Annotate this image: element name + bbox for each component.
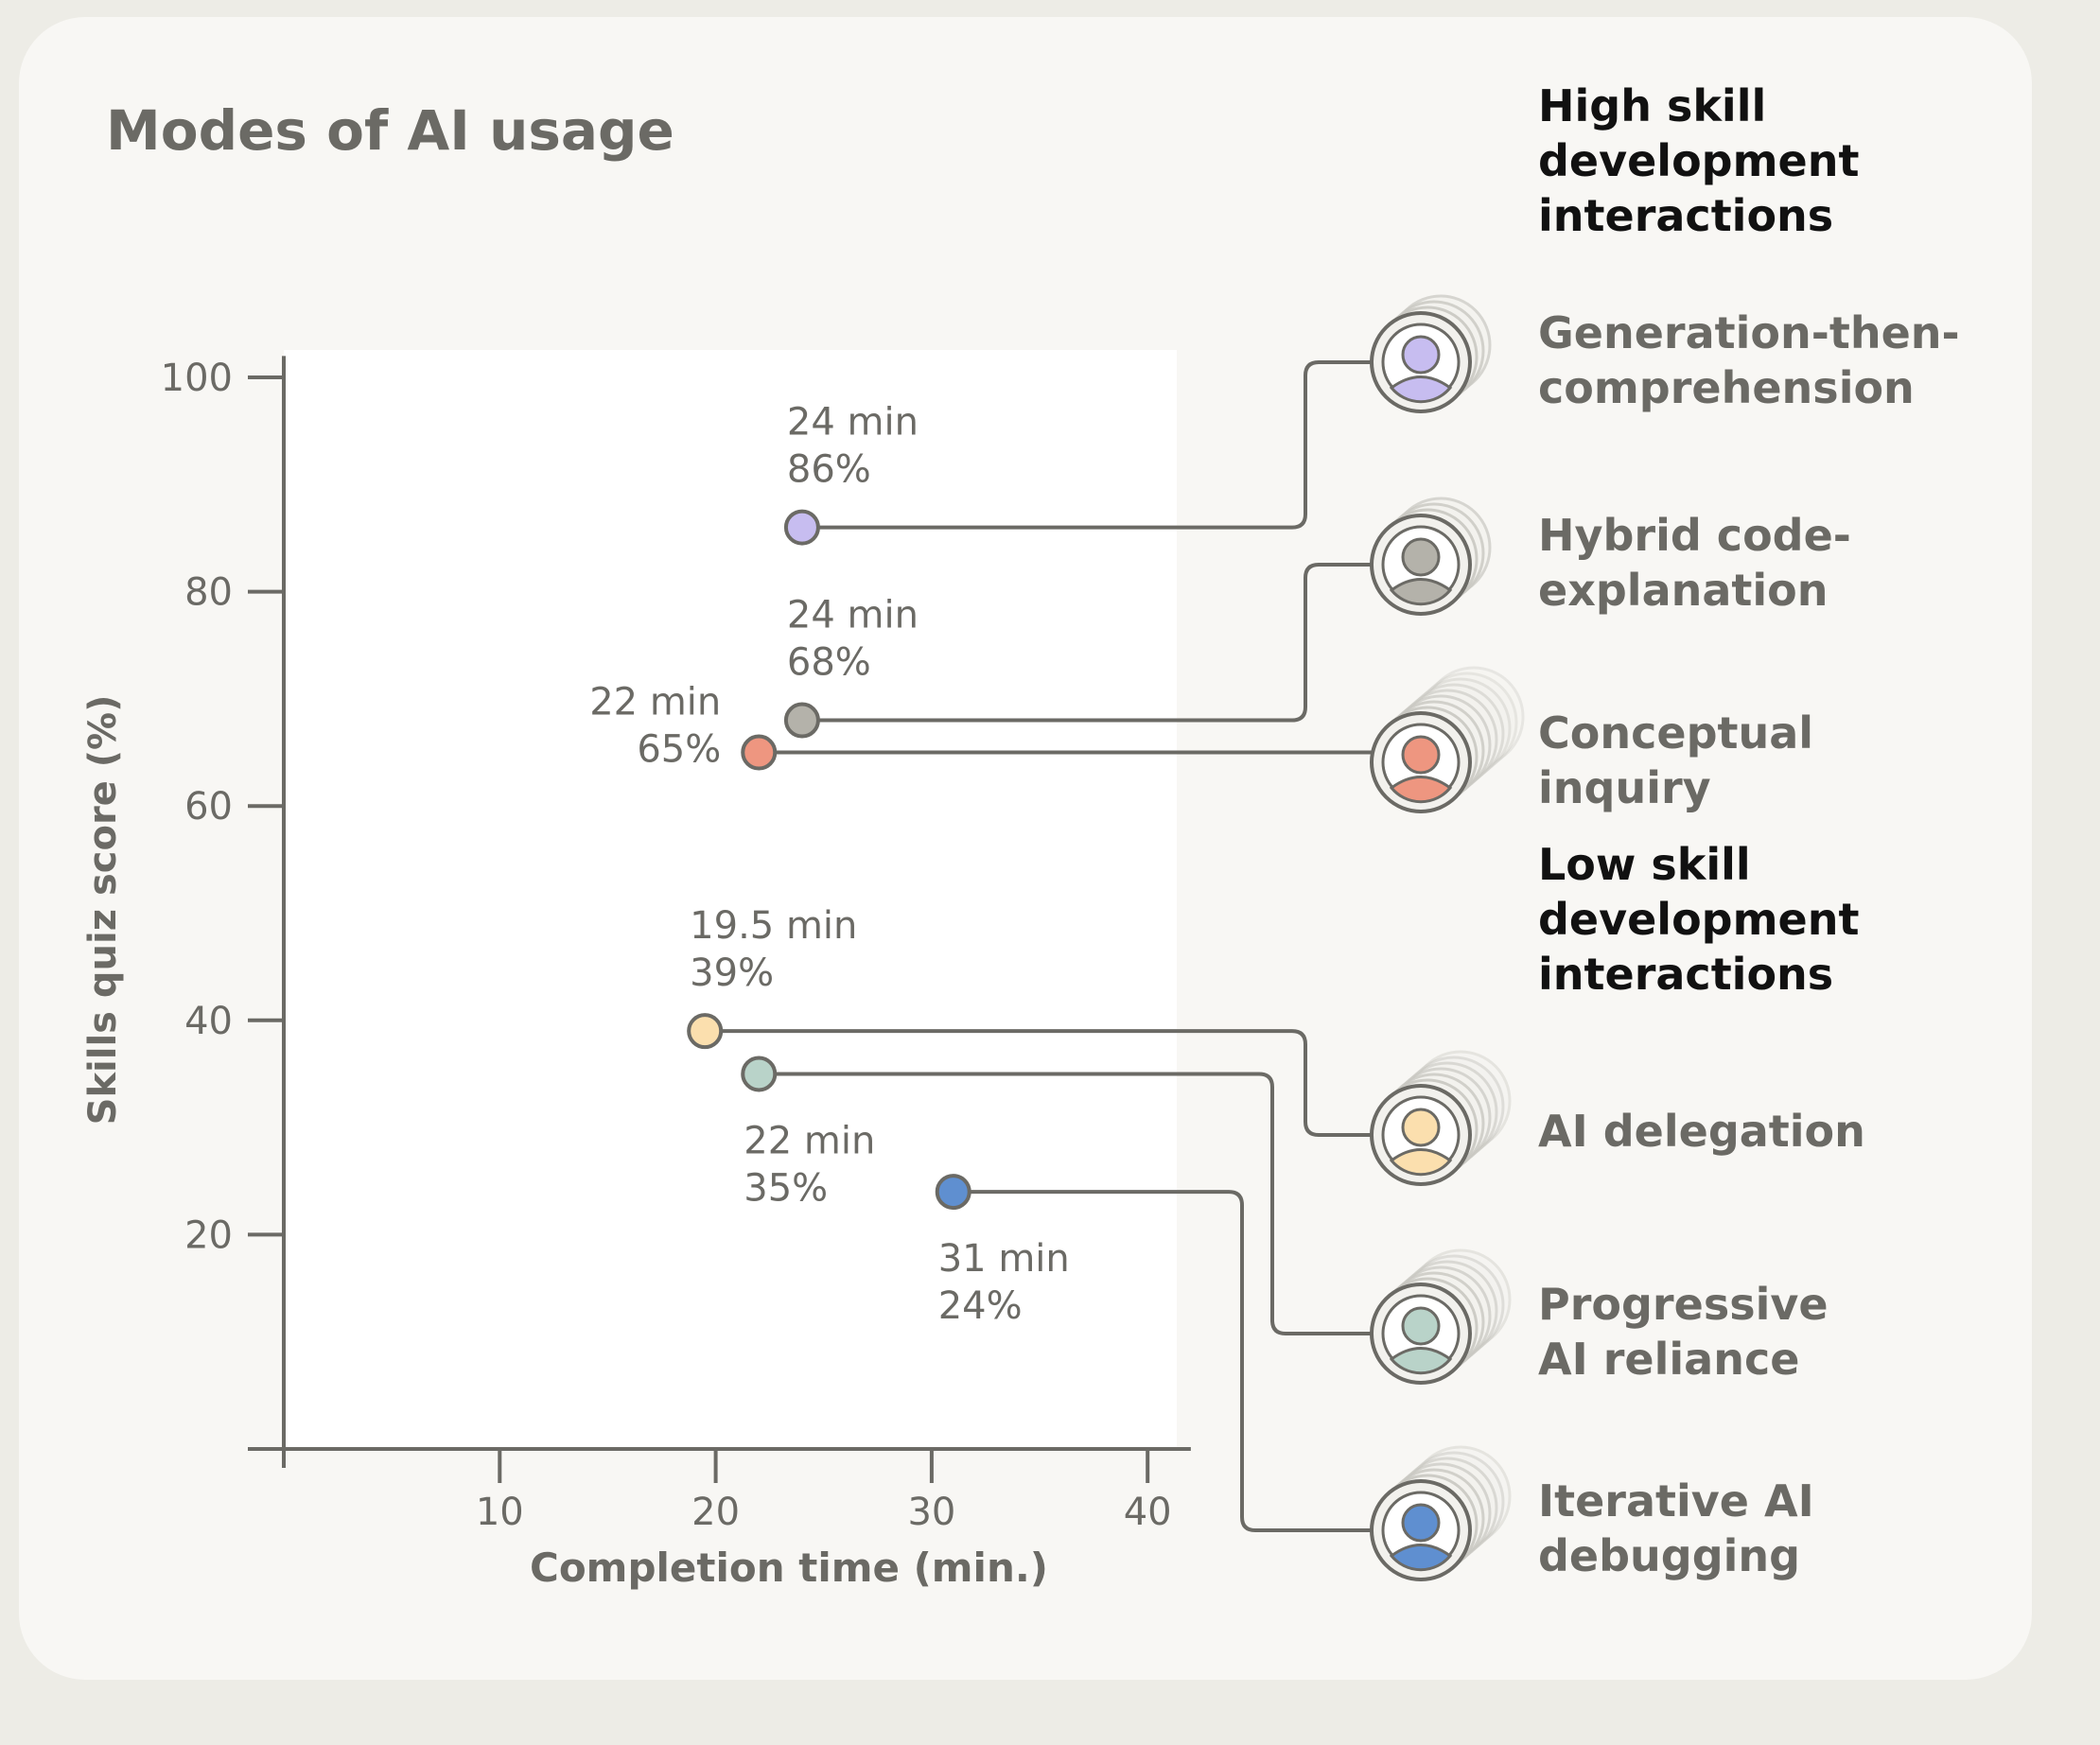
x-axis-label: Completion time (min.): [530, 1544, 1048, 1591]
avatar-body: [1389, 1347, 1453, 1375]
avatar-body: [1389, 375, 1453, 404]
avatar-body: [1389, 1544, 1453, 1572]
y-tick-label: 80: [184, 571, 233, 615]
avatar-head: [1401, 537, 1441, 577]
avatar-head: [1401, 1306, 1441, 1346]
point-label-time: 19.5 min: [690, 904, 857, 948]
point-label-score: 86%: [787, 448, 871, 492]
legend: High skill development interactions Low ski…: [1370, 80, 1960, 1581]
legend-group-heading: High skill development interactions: [1538, 80, 1859, 241]
x-tick-label: 40: [1124, 1491, 1172, 1534]
plot-background: [284, 350, 1177, 1449]
data-point: [783, 702, 820, 739]
legend-item-name: Conceptual inquiry: [1538, 707, 1813, 813]
legend-item-name: Generation-then-comprehension: [1538, 307, 1960, 413]
point-label-time: 24 min: [787, 401, 919, 445]
legend-item-name: Iterative AI debugging: [1538, 1475, 1814, 1581]
point-label-time: 22 min: [589, 681, 721, 724]
avatar-head: [1401, 1503, 1441, 1543]
avatar-icon: [1370, 1248, 1512, 1385]
legend-item-name: Progressive AI reliance: [1538, 1279, 1829, 1385]
x-tick-label: 30: [907, 1491, 955, 1534]
y-tick-label: 60: [184, 785, 233, 829]
avatar-head: [1401, 1108, 1441, 1147]
point-label-score: 24%: [938, 1284, 1023, 1328]
point-label-score: 68%: [787, 641, 871, 685]
y-tick-label: 40: [184, 1000, 233, 1043]
connector-line: [801, 563, 1372, 723]
chart-title: Modes of AI usage: [106, 98, 674, 163]
avatar-head: [1401, 335, 1441, 375]
x-tick-label: 10: [476, 1491, 524, 1534]
y-tick-label: 100: [161, 357, 233, 400]
avatar-icon: [1370, 1050, 1512, 1186]
connectors: [705, 360, 1372, 1532]
avatar-icon: [1370, 497, 1492, 616]
point-label-score: 35%: [744, 1166, 828, 1210]
point-label-score: 65%: [637, 728, 721, 772]
avatar-icon: [1370, 1445, 1512, 1581]
y-tick-label: 20: [184, 1213, 233, 1257]
x-tick-label: 20: [691, 1491, 740, 1534]
legend-item-name: Hybrid code-explanation: [1538, 510, 1851, 616]
data-point: [741, 734, 778, 771]
point-label-time: 24 min: [787, 594, 919, 637]
avatar-body: [1389, 578, 1453, 606]
point-label-time: 22 min: [744, 1119, 875, 1162]
connector-line: [705, 1029, 1372, 1137]
legend-item-name: AI delegation: [1538, 1106, 1865, 1157]
data-point: [741, 1056, 778, 1092]
avatar-icon: [1370, 666, 1525, 813]
axes: 20 40 60 80 100 10 20 30 40: [161, 356, 1191, 1534]
point-label-score: 39%: [690, 951, 774, 995]
data-point: [935, 1174, 971, 1211]
avatar-body: [1389, 1148, 1453, 1177]
avatar-head: [1401, 735, 1441, 775]
data-points: [687, 509, 971, 1211]
connector-line: [801, 360, 1372, 530]
connector-line: [759, 1072, 1372, 1335]
connector-line: [953, 1190, 1372, 1532]
data-point: [687, 1013, 724, 1050]
data-point: [783, 509, 820, 546]
y-axis-label: Skills quiz score (%): [81, 695, 125, 1126]
point-label-time: 31 min: [938, 1237, 1070, 1281]
legend-group-heading: Low skill development interactions: [1538, 839, 1859, 1000]
avatar-icon: [1370, 294, 1492, 413]
avatar-body: [1389, 776, 1453, 804]
